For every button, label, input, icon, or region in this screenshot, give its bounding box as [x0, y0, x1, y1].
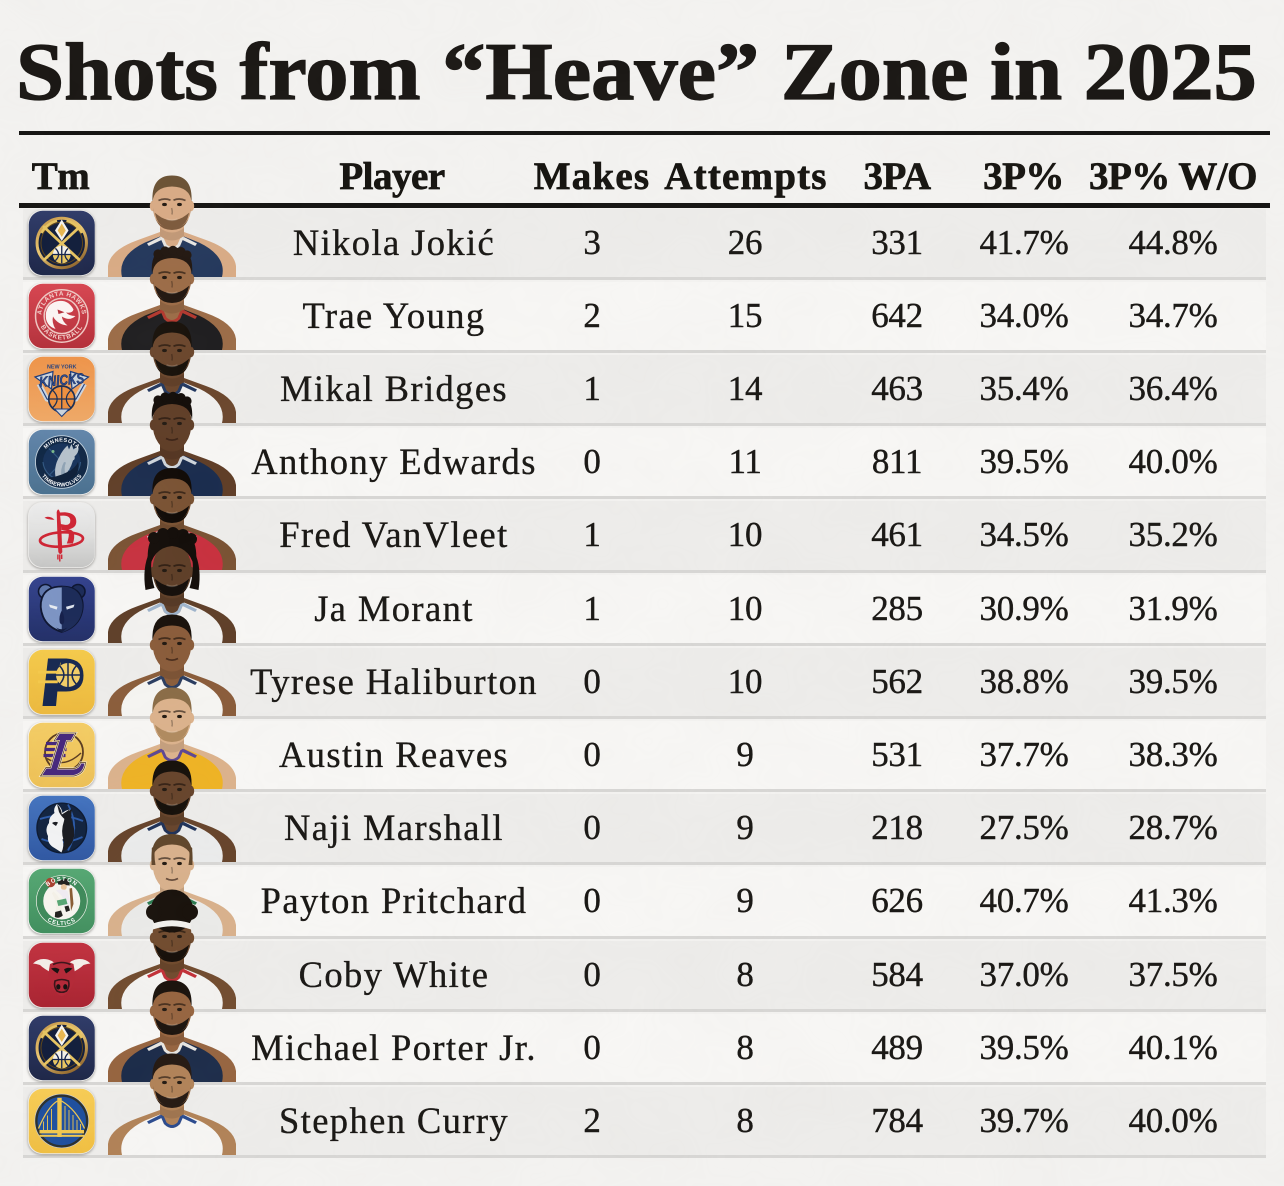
svg-text:NEW YORK: NEW YORK	[46, 364, 76, 370]
